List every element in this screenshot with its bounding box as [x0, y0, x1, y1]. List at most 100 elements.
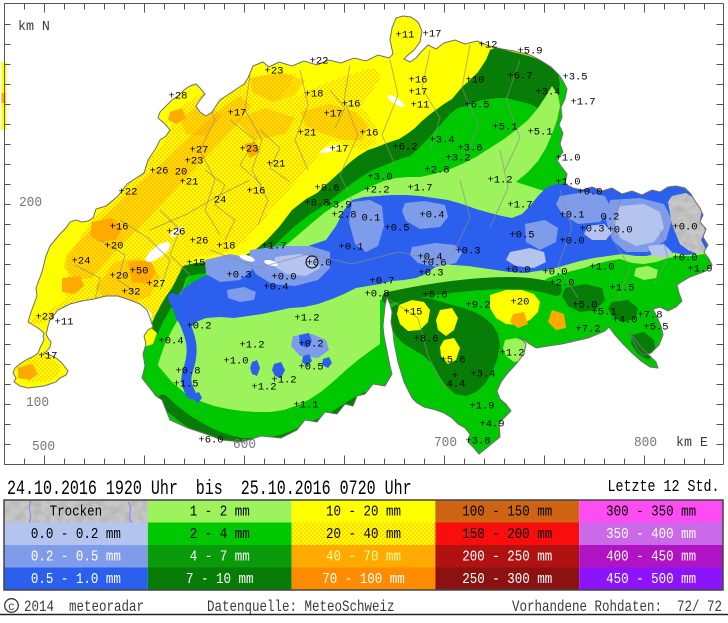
svg-text:+17: +17 [330, 144, 349, 156]
svg-text:+24: +24 [72, 256, 91, 268]
svg-text:+17: +17 [423, 29, 442, 41]
svg-text:+20: +20 [105, 241, 124, 253]
svg-text:0.0 - 0.2 mm: 0.0 - 0.2 mm [31, 527, 121, 543]
svg-text:+16: +16 [360, 128, 379, 140]
svg-text:+0.0: +0.0 [577, 187, 602, 199]
svg-text:+26: +26 [150, 166, 169, 178]
svg-text:+17: +17 [324, 109, 343, 121]
svg-text:+12: +12 [479, 40, 498, 52]
svg-text:+0.0: +0.0 [607, 225, 632, 237]
svg-text:+21: +21 [180, 177, 199, 189]
svg-text:7 - 10 mm: 7 - 10 mm [186, 572, 254, 588]
svg-text:C: C [8, 602, 14, 614]
svg-text:+0.0: +0.0 [271, 272, 296, 284]
svg-text:+32: +32 [122, 287, 141, 299]
svg-text:+: + [452, 371, 458, 383]
svg-text:+23: +23 [265, 66, 284, 78]
svg-text:Letzte 12 Std.: Letzte 12 Std. [608, 477, 720, 497]
svg-text:2 - 4 mm: 2 - 4 mm [190, 527, 250, 543]
svg-text:0.1: 0.1 [362, 213, 381, 225]
svg-text:+1.9: +1.9 [469, 401, 494, 413]
svg-text:+3.8: +3.8 [465, 436, 490, 448]
svg-text:100: 100 [26, 395, 49, 411]
svg-text:+26: +26 [190, 236, 209, 248]
svg-text:+21: +21 [267, 159, 286, 171]
svg-text:+1.0: +1.0 [555, 177, 580, 189]
svg-text:350 - 400 mm: 350 - 400 mm [606, 527, 696, 543]
svg-text:+3.4: +3.4 [535, 87, 560, 99]
svg-text:+5.5: +5.5 [643, 322, 668, 334]
svg-text:+8.6: +8.6 [314, 183, 339, 195]
svg-text:Datenquelle: MeteoSchweiz: Datenquelle: MeteoSchweiz [207, 599, 394, 616]
svg-text:+1.2: +1.2 [251, 382, 276, 394]
svg-text:+1.2: +1.2 [499, 348, 524, 360]
svg-text:1 - 2 mm: 1 - 2 mm [190, 505, 250, 521]
svg-text:+11: +11 [396, 30, 415, 42]
svg-text:+10: +10 [466, 75, 485, 87]
svg-text:600: 600 [233, 437, 256, 453]
svg-text:+0.4: +0.4 [419, 210, 444, 222]
svg-text:+0.1: +0.1 [559, 210, 584, 222]
svg-text:+3.6: +3.6 [457, 143, 482, 155]
svg-text:+0.5: +0.5 [384, 223, 409, 235]
svg-text:70 - 100 mm: 70 - 100 mm [322, 572, 405, 588]
svg-text:+0.3: +0.3 [418, 268, 443, 280]
svg-text:4.4: 4.4 [447, 379, 466, 391]
svg-text:+0.0: +0.0 [505, 265, 530, 277]
svg-text:+4.9: +4.9 [479, 419, 504, 431]
svg-text:+22: +22 [310, 56, 329, 68]
svg-text:+1.7: +1.7 [261, 241, 286, 253]
svg-text:+18: +18 [305, 89, 324, 101]
svg-text:+1.7: +1.7 [570, 97, 595, 109]
svg-text:10 - 20 mm: 10 - 20 mm [326, 505, 401, 521]
svg-text:+22: +22 [119, 187, 138, 199]
svg-text:+20: +20 [511, 297, 530, 309]
svg-text:+7.8: +7.8 [637, 310, 662, 322]
svg-text:km N: km N [18, 20, 50, 35]
svg-text:+0.4: +0.4 [158, 336, 183, 348]
svg-text:+1.0: +1.0 [589, 262, 614, 274]
svg-text:+17: +17 [409, 87, 428, 99]
svg-text:+0.8: +0.8 [364, 289, 389, 301]
svg-text:+0.3: +0.3 [226, 270, 251, 282]
svg-text:24.10.2016 1920 Uhr bis 25.1: 24.10.2016 1920 Uhr bis 25.10.2016 0720 … [7, 478, 412, 501]
svg-text:+0.5: +0.5 [298, 362, 323, 374]
svg-text:+26: +26 [167, 227, 186, 239]
svg-text:Vorhandene Rohdaten: 72/ 72: Vorhandene Rohdaten: 72/ 72 [512, 599, 722, 616]
svg-text:+15: +15 [187, 258, 206, 270]
svg-text:Trocken: Trocken [50, 505, 103, 521]
svg-text:+1.7: +1.7 [407, 183, 432, 195]
svg-text:0.2 - 0.5 mm: 0.2 - 0.5 mm [31, 550, 121, 566]
svg-text:+0.1: +0.1 [338, 242, 363, 254]
svg-text:+4.0: +4.0 [612, 315, 637, 327]
svg-text:+3.0: +3.0 [367, 172, 392, 184]
svg-text:+3.4: +3.4 [470, 369, 495, 381]
svg-text:+1.7: +1.7 [507, 200, 532, 212]
svg-text:+0.0: +0.0 [542, 267, 567, 279]
svg-text:+6.2: +6.2 [392, 142, 417, 154]
svg-text:300 - 350 mm: 300 - 350 mm [606, 505, 696, 521]
svg-text:+2.8: +2.8 [331, 210, 356, 222]
svg-text:+3.5: +3.5 [562, 72, 587, 84]
svg-text:+0.5: +0.5 [509, 230, 534, 242]
svg-text:24: 24 [214, 195, 227, 207]
svg-text:+3.9: +3.9 [326, 200, 351, 212]
svg-text:+5.1: +5.1 [492, 122, 517, 134]
svg-text:+0.0: +0.0 [672, 222, 697, 234]
svg-text:+23: +23 [240, 144, 259, 156]
svg-text:+0.8: +0.8 [175, 366, 200, 378]
svg-text:500: 500 [32, 439, 55, 455]
svg-text:20 - 40 mm: 20 - 40 mm [326, 527, 401, 543]
svg-text:2014 meteoradar: 2014 meteoradar [24, 599, 144, 616]
svg-text:250 - 300 mm: 250 - 300 mm [462, 572, 552, 588]
svg-text:+0.0: +0.0 [559, 236, 584, 248]
svg-text:+50: +50 [130, 266, 149, 278]
svg-text:+27: +27 [190, 145, 209, 157]
svg-text:+8.6: +8.6 [413, 334, 438, 346]
svg-text:20: 20 [175, 167, 188, 179]
svg-text:+27: +27 [147, 279, 166, 291]
svg-text:+5.9: +5.9 [517, 46, 542, 58]
svg-text:+2.0: +2.0 [549, 278, 574, 290]
svg-text:+0.0: +0.0 [306, 258, 331, 270]
svg-text:400 - 450 mm: 400 - 450 mm [606, 550, 696, 566]
